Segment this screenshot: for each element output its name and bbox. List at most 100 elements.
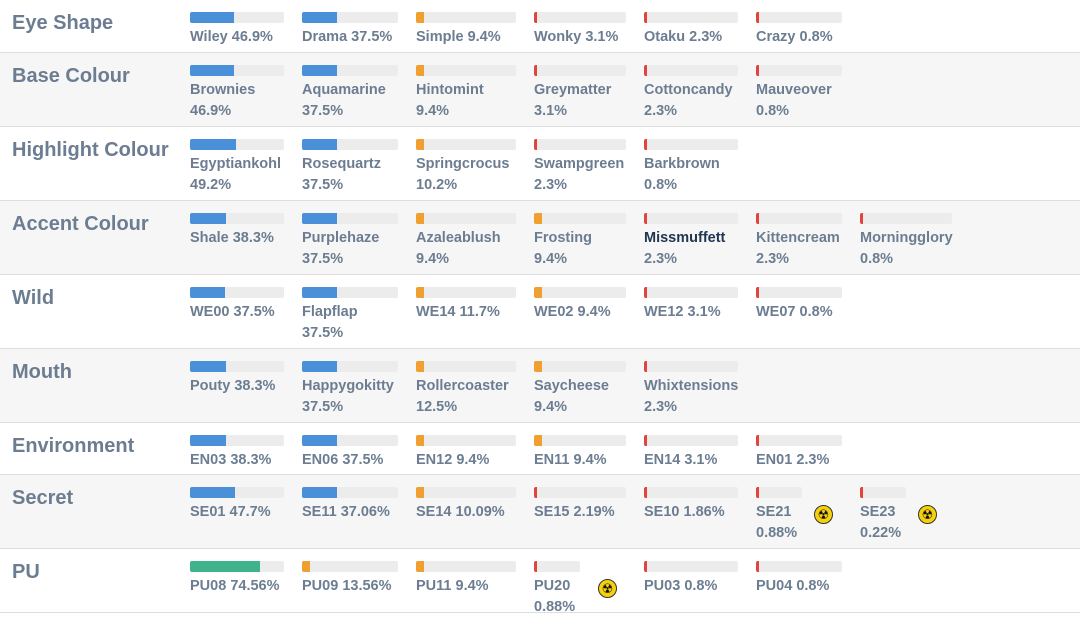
trait-cell[interactable]: Swampgreen 2.3% bbox=[534, 139, 626, 196]
trait-cell[interactable]: Whixtensions 2.3% bbox=[644, 361, 738, 418]
trait-name: Shale bbox=[190, 230, 229, 246]
trait-cell[interactable]: Pouty 38.3% bbox=[190, 361, 284, 397]
trait-percentage: 9.4% bbox=[534, 399, 568, 415]
trait-cell[interactable]: Kittencream 2.3% bbox=[756, 213, 842, 270]
trait-cell[interactable]: WE00 37.5% bbox=[190, 287, 284, 323]
trait-cell[interactable]: Brownies 46.9% bbox=[190, 65, 284, 122]
trait-name: PU20 bbox=[534, 578, 571, 594]
rarity-bar-fill bbox=[416, 287, 424, 298]
trait-cell[interactable]: PU20 0.88% ☢ bbox=[534, 561, 617, 618]
trait-cell[interactable]: SE11 37.06% bbox=[302, 487, 398, 523]
trait-cell[interactable]: Azaleablush 9.4% bbox=[416, 213, 516, 270]
trait-cell[interactable]: Wonky 3.1% bbox=[534, 12, 626, 48]
trait-cell[interactable]: SE15 2.19% bbox=[534, 487, 626, 523]
trait-cell[interactable]: PU08 74.56% bbox=[190, 561, 284, 597]
trait-cells: Shale 38.3% Purplehaze 37.5% Azaleablush 9.4… bbox=[190, 200, 1080, 275]
trait-cell[interactable]: Flapflap 37.5% bbox=[302, 287, 398, 344]
trait-cell[interactable]: EN11 9.4% bbox=[534, 435, 626, 471]
trait-cell[interactable]: Hintomint 9.4% bbox=[416, 65, 516, 122]
rarity-bar bbox=[534, 65, 626, 76]
rarity-bar-fill bbox=[534, 487, 537, 498]
rarity-bar bbox=[644, 139, 738, 150]
trait-cell[interactable]: WE14 11.7% bbox=[416, 287, 516, 323]
trait-cell[interactable]: Drama 37.5% bbox=[302, 12, 398, 48]
trait-name: EN11 bbox=[534, 452, 570, 468]
trait-cell[interactable]: Missmuffett 2.3% bbox=[644, 213, 738, 270]
trait-cell[interactable]: Rosequartz 37.5% bbox=[302, 139, 398, 196]
trait-cell[interactable]: WE12 3.1% bbox=[644, 287, 738, 323]
trait-cells: Pouty 38.3% Happygokitty 37.5% Rollercoaste… bbox=[190, 348, 1080, 423]
rarity-bar bbox=[644, 435, 738, 446]
rarity-bar bbox=[302, 213, 398, 224]
trait-row: Highlight Colour Egyptiankohl 49.2% Rosequa… bbox=[0, 126, 1080, 201]
trait-cell[interactable]: Wiley 46.9% bbox=[190, 12, 284, 48]
trait-cell[interactable]: Rollercoaster 12.5% bbox=[416, 361, 516, 418]
rarity-bar-fill bbox=[756, 65, 759, 76]
trait-cell[interactable]: WE02 9.4% bbox=[534, 287, 626, 323]
trait-cell[interactable]: Egyptiankohl 49.2% bbox=[190, 139, 284, 196]
trait-cell[interactable]: SE14 10.09% bbox=[416, 487, 516, 523]
trait-row: Mouth Pouty 38.3% Happygokitty 37.5% Rollerc… bbox=[0, 348, 1080, 423]
rarity-bar bbox=[190, 361, 284, 372]
trait-cell[interactable]: Otaku 2.3% bbox=[644, 12, 738, 48]
trait-cell[interactable]: Purplehaze 37.5% bbox=[302, 213, 398, 270]
trait-cell[interactable]: Morningglory 0.8% bbox=[860, 213, 953, 270]
trait-name: Mauveover bbox=[756, 82, 832, 98]
trait-name: Hintomint bbox=[416, 82, 484, 98]
rarity-bar bbox=[756, 12, 842, 23]
rarity-bar-fill bbox=[190, 361, 226, 372]
trait-cell[interactable]: Shale 38.3% bbox=[190, 213, 284, 249]
trait-cell[interactable]: Crazy 0.8% bbox=[756, 12, 842, 48]
trait-cell[interactable]: Happygokitty 37.5% bbox=[302, 361, 398, 418]
rarity-bar bbox=[756, 287, 842, 298]
rarity-bar-fill bbox=[644, 213, 647, 224]
trait-cell[interactable]: Greymatter 3.1% bbox=[534, 65, 626, 122]
trait-cell[interactable]: SE21 0.88% ☢ bbox=[756, 487, 833, 544]
trait-cell[interactable]: SE23 0.22% ☢ bbox=[860, 487, 937, 544]
rarity-bar-fill bbox=[644, 361, 647, 372]
trait-cell[interactable]: Springcrocus 10.2% bbox=[416, 139, 516, 196]
rarity-bar-fill bbox=[190, 213, 226, 224]
trait-name: WE00 bbox=[190, 304, 230, 320]
trait-cell[interactable]: EN12 9.4% bbox=[416, 435, 516, 471]
trait-cell[interactable]: PU09 13.56% bbox=[302, 561, 398, 597]
trait-cell[interactable]: EN03 38.3% bbox=[190, 435, 284, 471]
trait-cell[interactable]: SE10 1.86% bbox=[644, 487, 738, 523]
trait-cell[interactable]: Frosting 9.4% bbox=[534, 213, 626, 270]
trait-name: Otaku bbox=[644, 29, 686, 45]
trait-cell[interactable]: SE01 47.7% bbox=[190, 487, 284, 523]
rarity-bar bbox=[302, 12, 398, 23]
rarity-bar bbox=[190, 12, 284, 23]
trait-cell[interactable]: Cottoncandy 2.3% bbox=[644, 65, 738, 122]
trait-name: Saycheese bbox=[534, 378, 609, 394]
rarity-bar-fill bbox=[416, 435, 424, 446]
trait-name: EN01 bbox=[756, 452, 793, 468]
trait-percentage: 9.4% bbox=[577, 304, 611, 320]
trait-cell[interactable]: EN06 37.5% bbox=[302, 435, 398, 471]
rarity-bar bbox=[416, 561, 516, 572]
trait-category-label: Highlight Colour bbox=[0, 126, 190, 201]
trait-cell[interactable]: PU11 9.4% bbox=[416, 561, 516, 597]
trait-name: SE23 bbox=[860, 504, 896, 520]
trait-cell[interactable]: PU03 0.8% bbox=[644, 561, 738, 597]
trait-name: Swampgreen bbox=[534, 156, 625, 172]
trait-name: EN06 bbox=[302, 452, 339, 468]
rarity-bar bbox=[302, 139, 398, 150]
rarity-bar-fill bbox=[302, 561, 310, 572]
trait-cell[interactable]: Barkbrown 0.8% bbox=[644, 139, 738, 196]
rarity-bar-fill bbox=[416, 65, 424, 76]
trait-cell[interactable]: Saycheese 9.4% bbox=[534, 361, 626, 418]
trait-name: EN03 bbox=[190, 452, 227, 468]
trait-cell[interactable]: PU04 0.8% bbox=[756, 561, 842, 597]
trait-cell[interactable]: Aquamarine 37.5% bbox=[302, 65, 398, 122]
trait-cell[interactable]: Simple 9.4% bbox=[416, 12, 516, 48]
trait-cell[interactable]: EN14 3.1% bbox=[644, 435, 738, 471]
trait-name: PU03 bbox=[644, 578, 681, 594]
trait-cell[interactable]: WE07 0.8% bbox=[756, 287, 842, 323]
radioactive-icon: ☢ bbox=[918, 505, 937, 524]
trait-cell[interactable]: Mauveover 0.8% bbox=[756, 65, 842, 122]
trait-name: PU09 bbox=[302, 578, 339, 594]
trait-cell[interactable]: EN01 2.3% bbox=[756, 435, 842, 471]
rarity-bar-fill bbox=[644, 487, 647, 498]
rarity-bar-fill bbox=[302, 12, 337, 23]
